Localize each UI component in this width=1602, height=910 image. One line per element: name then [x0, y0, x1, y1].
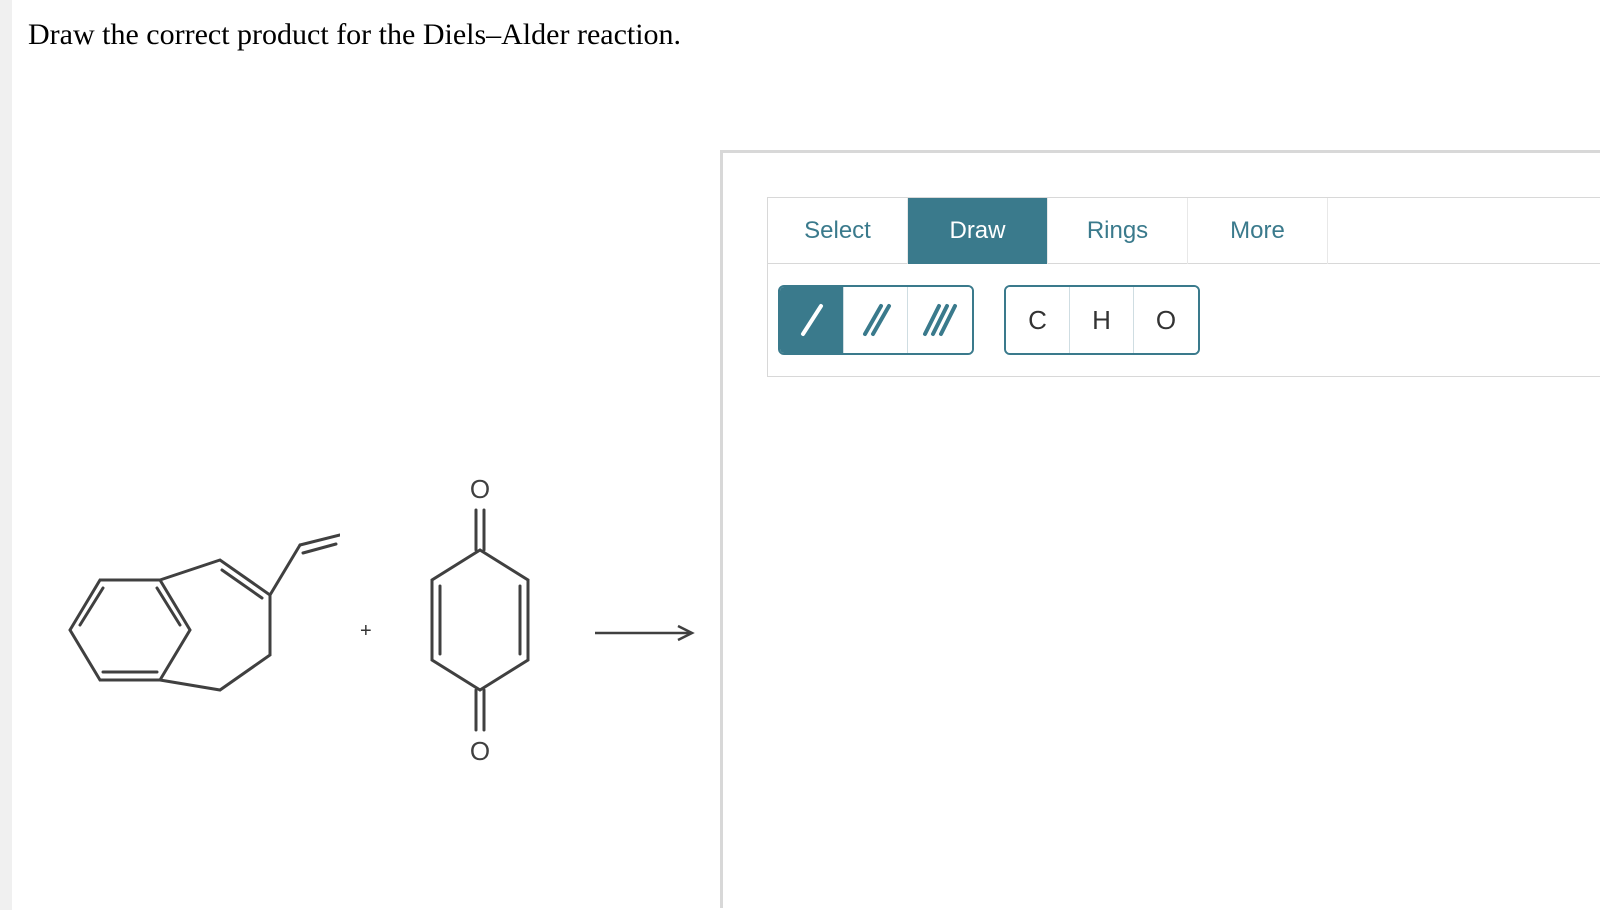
tab-more[interactable]: More [1188, 198, 1328, 264]
tab-rings[interactable]: Rings [1048, 198, 1188, 264]
plus-symbol: + [360, 620, 372, 643]
tab-draw[interactable]: Draw [908, 198, 1048, 264]
tool-row: C H O [768, 264, 1600, 376]
double-bond-button[interactable] [844, 287, 908, 353]
oxygen-bottom-label: O [470, 736, 490, 766]
page-left-margin [0, 0, 12, 910]
single-bond-icon [795, 300, 829, 340]
atom-carbon-button[interactable]: C [1006, 287, 1070, 353]
oxygen-top-label: O [470, 474, 490, 504]
atom-tool-group: C H O [1004, 285, 1200, 355]
reaction-scheme: + O O [40, 460, 720, 800]
atom-oxygen-button[interactable]: O [1134, 287, 1198, 353]
diene-structure [40, 460, 340, 760]
triple-bond-button[interactable] [908, 287, 972, 353]
drawing-canvas-panel: Select Draw Rings More [720, 150, 1600, 908]
double-bond-icon [857, 300, 895, 340]
reaction-arrow-icon [590, 618, 710, 648]
question-prompt: Draw the correct product for the Diels–A… [28, 18, 681, 52]
atom-hydrogen-button[interactable]: H [1070, 287, 1134, 353]
single-bond-button[interactable] [780, 287, 844, 353]
tab-row: Select Draw Rings More [768, 198, 1600, 264]
tab-select[interactable]: Select [768, 198, 908, 264]
triple-bond-icon [919, 300, 961, 340]
drawing-toolbar: Select Draw Rings More [767, 197, 1600, 377]
dienophile-structure: O O [400, 460, 560, 780]
bond-tool-group [778, 285, 974, 355]
